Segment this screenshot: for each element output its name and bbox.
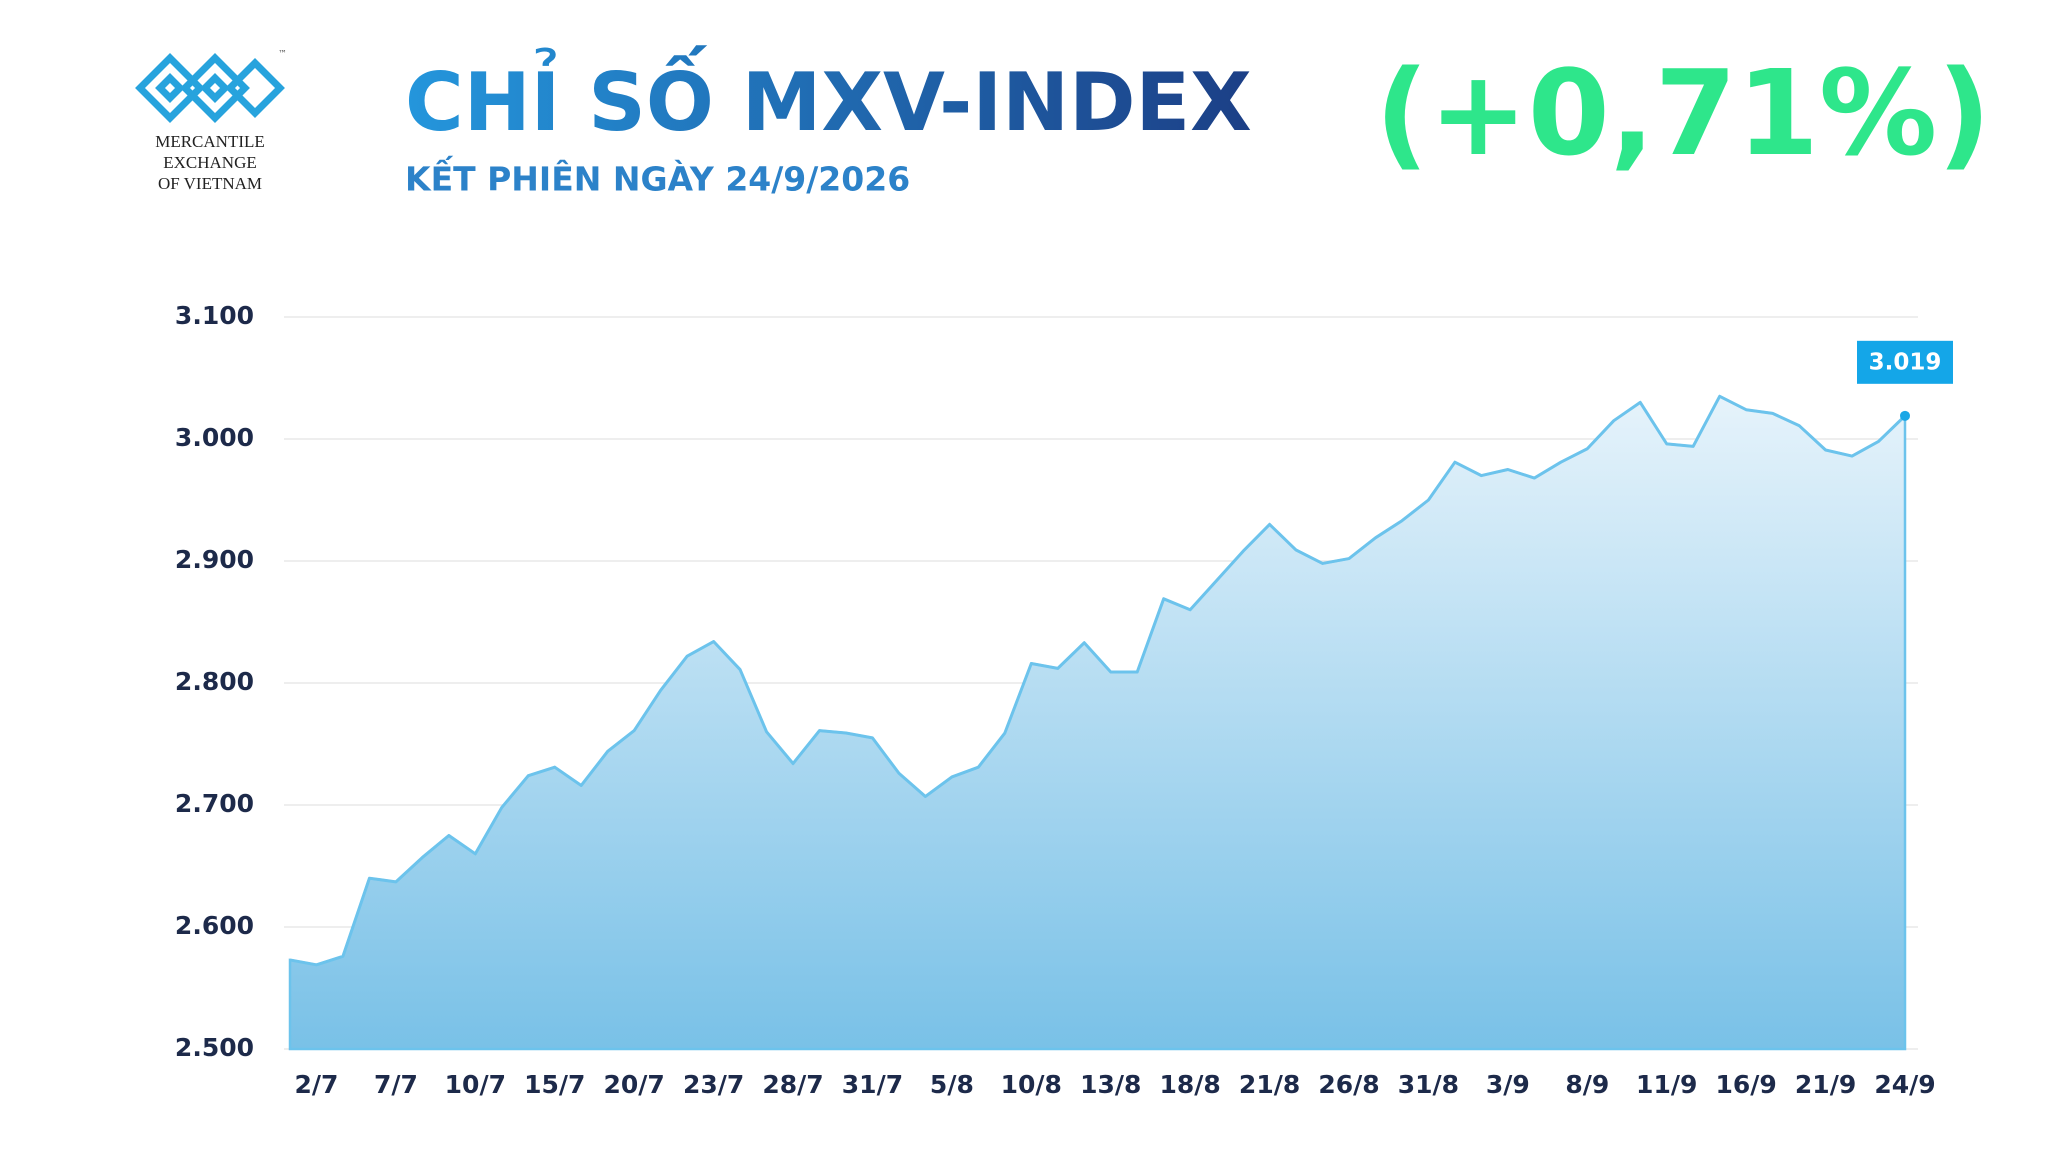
- x-tick-label: 20/7: [604, 1070, 665, 1099]
- x-tick-label: 2/7: [295, 1070, 339, 1099]
- area-fill: [288, 394, 1907, 1051]
- y-tick-label: 2.600: [175, 911, 254, 940]
- x-tick-label: 31/8: [1398, 1070, 1459, 1099]
- x-tick-label: 26/8: [1318, 1070, 1379, 1099]
- y-tick-label: 3.100: [175, 301, 254, 330]
- x-tick-label: 13/8: [1080, 1070, 1141, 1099]
- x-tick-label: 11/9: [1636, 1070, 1697, 1099]
- x-tick-label: 31/7: [842, 1070, 903, 1099]
- logo-text: OF VIETNAM: [158, 174, 262, 193]
- x-tick-label: 15/7: [524, 1070, 585, 1099]
- x-tick-label: 18/8: [1159, 1070, 1220, 1099]
- logo-text: EXCHANGE: [163, 153, 257, 172]
- chart-title: CHỈ SỐ MXV-INDEX: [405, 45, 1252, 149]
- value-label-box: [1857, 340, 1953, 384]
- logo-icon: [135, 53, 285, 123]
- x-tick-label: 23/7: [683, 1070, 744, 1099]
- x-tick-label: 21/8: [1239, 1070, 1300, 1099]
- trademark: ™: [278, 50, 287, 60]
- x-tick-label: 10/7: [445, 1070, 506, 1099]
- x-tick-label: 7/7: [374, 1070, 418, 1099]
- area-line: [289, 394, 1907, 967]
- data-point: [1900, 410, 1910, 421]
- logo-text: MERCANTILE: [155, 132, 265, 151]
- x-tick-label: 5/8: [930, 1070, 974, 1099]
- x-tick-label: 16/9: [1715, 1070, 1776, 1099]
- x-tick-label: 24/9: [1874, 1070, 1935, 1099]
- y-tick-label: 3.000: [175, 423, 254, 452]
- y-tick-label: 2.800: [175, 667, 254, 696]
- x-tick-label: 8/9: [1565, 1070, 1609, 1099]
- y-tick-label: 2.500: [175, 1033, 254, 1062]
- x-tick-label: 10/8: [1001, 1070, 1062, 1099]
- y-tick-label: 2.900: [175, 545, 254, 574]
- y-tick-label: 2.700: [175, 789, 254, 818]
- x-tick-label: 28/7: [762, 1070, 823, 1099]
- x-tick-label: 3/9: [1486, 1070, 1530, 1099]
- chart-subtitle: KẾT PHIÊN NGÀY 24/9/2026: [405, 155, 910, 199]
- value-label: 3.019: [1869, 349, 1942, 375]
- change-label: (+0,71%): [1375, 44, 1991, 182]
- x-tick-label: 21/9: [1795, 1070, 1856, 1099]
